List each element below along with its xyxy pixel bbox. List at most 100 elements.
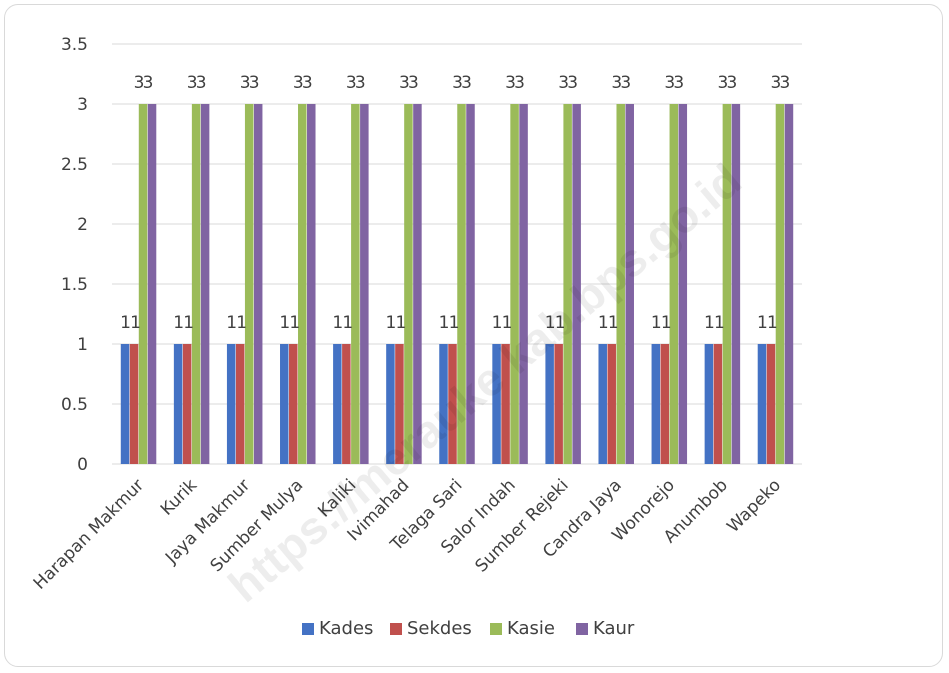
data-label-kades: 1: [173, 313, 184, 333]
bar-kasie: [510, 104, 519, 464]
bar-kaur: [731, 104, 741, 464]
x-tick-label: Kurik: [157, 475, 201, 519]
bar-kaur: [360, 104, 369, 464]
y-tick-label: 2.5: [61, 155, 88, 175]
bar-kasie: [457, 104, 466, 464]
bar-kades: [439, 344, 448, 464]
data-label-kades: 1: [226, 313, 237, 333]
data-label-kaur: 3: [408, 73, 419, 93]
data-label-kades: 1: [386, 313, 397, 333]
data-label-kaur: 3: [726, 73, 737, 93]
data-label-kaur: 3: [196, 73, 207, 93]
bar-kades: [598, 344, 607, 464]
bar-sekdes: [342, 344, 351, 464]
legend-label-sekdes: Sekdes: [407, 618, 472, 639]
legend-swatch-kaur: [576, 623, 588, 635]
bar-kades: [280, 344, 289, 464]
data-label-kades: 1: [120, 313, 131, 333]
data-label-kasie: 3: [240, 73, 251, 93]
data-label-kades: 1: [704, 313, 715, 333]
y-tick-label: 0.5: [61, 395, 88, 415]
bar-kades: [492, 344, 501, 464]
data-label-kaur: 3: [355, 73, 366, 93]
y-tick-label: 0: [77, 455, 88, 475]
bar-kaur: [625, 104, 634, 464]
data-label-sekdes: 1: [342, 313, 353, 333]
bar-sekdes: [129, 344, 139, 464]
bar-kasie: [138, 104, 148, 464]
bar-kaur: [413, 104, 422, 464]
bar-sekdes: [182, 344, 192, 464]
bar-sekdes: [448, 344, 457, 464]
data-label-kasie: 3: [611, 73, 622, 93]
bar-sekdes: [607, 344, 616, 464]
data-label-kasie: 3: [399, 73, 410, 93]
data-label-kasie: 3: [187, 73, 198, 93]
x-tick-label: Sumber Rejeki: [472, 475, 573, 576]
bar-sekdes: [235, 344, 245, 464]
bar-kades: [226, 344, 236, 464]
data-label-sekdes: 1: [183, 313, 194, 333]
bar-kasie: [616, 104, 625, 464]
data-label-kasie: 3: [771, 73, 782, 93]
bar-kades: [545, 344, 554, 464]
bar-kaur: [519, 104, 528, 464]
data-label-kaur: 3: [780, 73, 791, 93]
data-label-kades: 1: [492, 313, 503, 333]
data-label-kasie: 3: [134, 73, 145, 93]
data-label-kaur: 3: [302, 73, 313, 93]
y-tick-label: 3.5: [61, 35, 88, 55]
bar-sekdes: [289, 344, 298, 464]
bar-kasie: [191, 104, 201, 464]
bar-sekdes: [395, 344, 404, 464]
bar-kades: [173, 344, 183, 464]
legend-label-kasie: Kasie: [507, 618, 555, 639]
data-label-kaur: 3: [461, 73, 472, 93]
data-label-kades: 1: [439, 313, 450, 333]
bar-kasie: [669, 104, 679, 464]
bar-kaur: [466, 104, 475, 464]
data-label-sekdes: 1: [767, 313, 778, 333]
y-tick-label: 3: [77, 95, 88, 115]
bar-kaur: [200, 104, 210, 464]
data-label-sekdes: 1: [396, 313, 407, 333]
data-label-kasie: 3: [346, 73, 357, 93]
bar-kaur: [307, 104, 316, 464]
legend-swatch-sekdes: [390, 623, 402, 635]
bar-kaur: [147, 104, 157, 464]
data-label-sekdes: 1: [236, 313, 247, 333]
bar-kades: [333, 344, 342, 464]
y-tick-label: 2: [77, 215, 88, 235]
data-label-sekdes: 1: [130, 313, 141, 333]
data-label-kaur: 3: [673, 73, 684, 93]
data-label-kades: 1: [651, 313, 662, 333]
bar-kaur: [784, 104, 794, 464]
bar-sekdes: [660, 344, 670, 464]
data-label-kasie: 3: [452, 73, 463, 93]
bar-sekdes: [501, 344, 510, 464]
data-label-kaur: 3: [620, 73, 631, 93]
data-label-sekdes: 1: [555, 313, 566, 333]
data-label-sekdes: 1: [289, 313, 300, 333]
data-label-kaur: 3: [514, 73, 525, 93]
bar-kades: [704, 344, 714, 464]
bar-kades: [757, 344, 767, 464]
bar-kaur: [253, 104, 263, 464]
data-label-kades: 1: [598, 313, 609, 333]
data-label-sekdes: 1: [608, 313, 619, 333]
x-tick-label: Harapan Makmur: [30, 475, 148, 593]
bar-sekdes: [766, 344, 776, 464]
data-label-sekdes: 1: [714, 313, 725, 333]
data-label-kades: 1: [332, 313, 343, 333]
data-label-kasie: 3: [293, 73, 304, 93]
data-label-sekdes: 1: [449, 313, 460, 333]
data-label-kaur: 3: [249, 73, 260, 93]
data-label-kades: 1: [279, 313, 290, 333]
legend-label-kades: Kades: [319, 618, 373, 639]
bar-kasie: [404, 104, 413, 464]
bar-kades: [651, 344, 661, 464]
legend-swatch-kasie: [490, 623, 502, 635]
bar-kaur: [572, 104, 581, 464]
bar-kasie: [351, 104, 360, 464]
